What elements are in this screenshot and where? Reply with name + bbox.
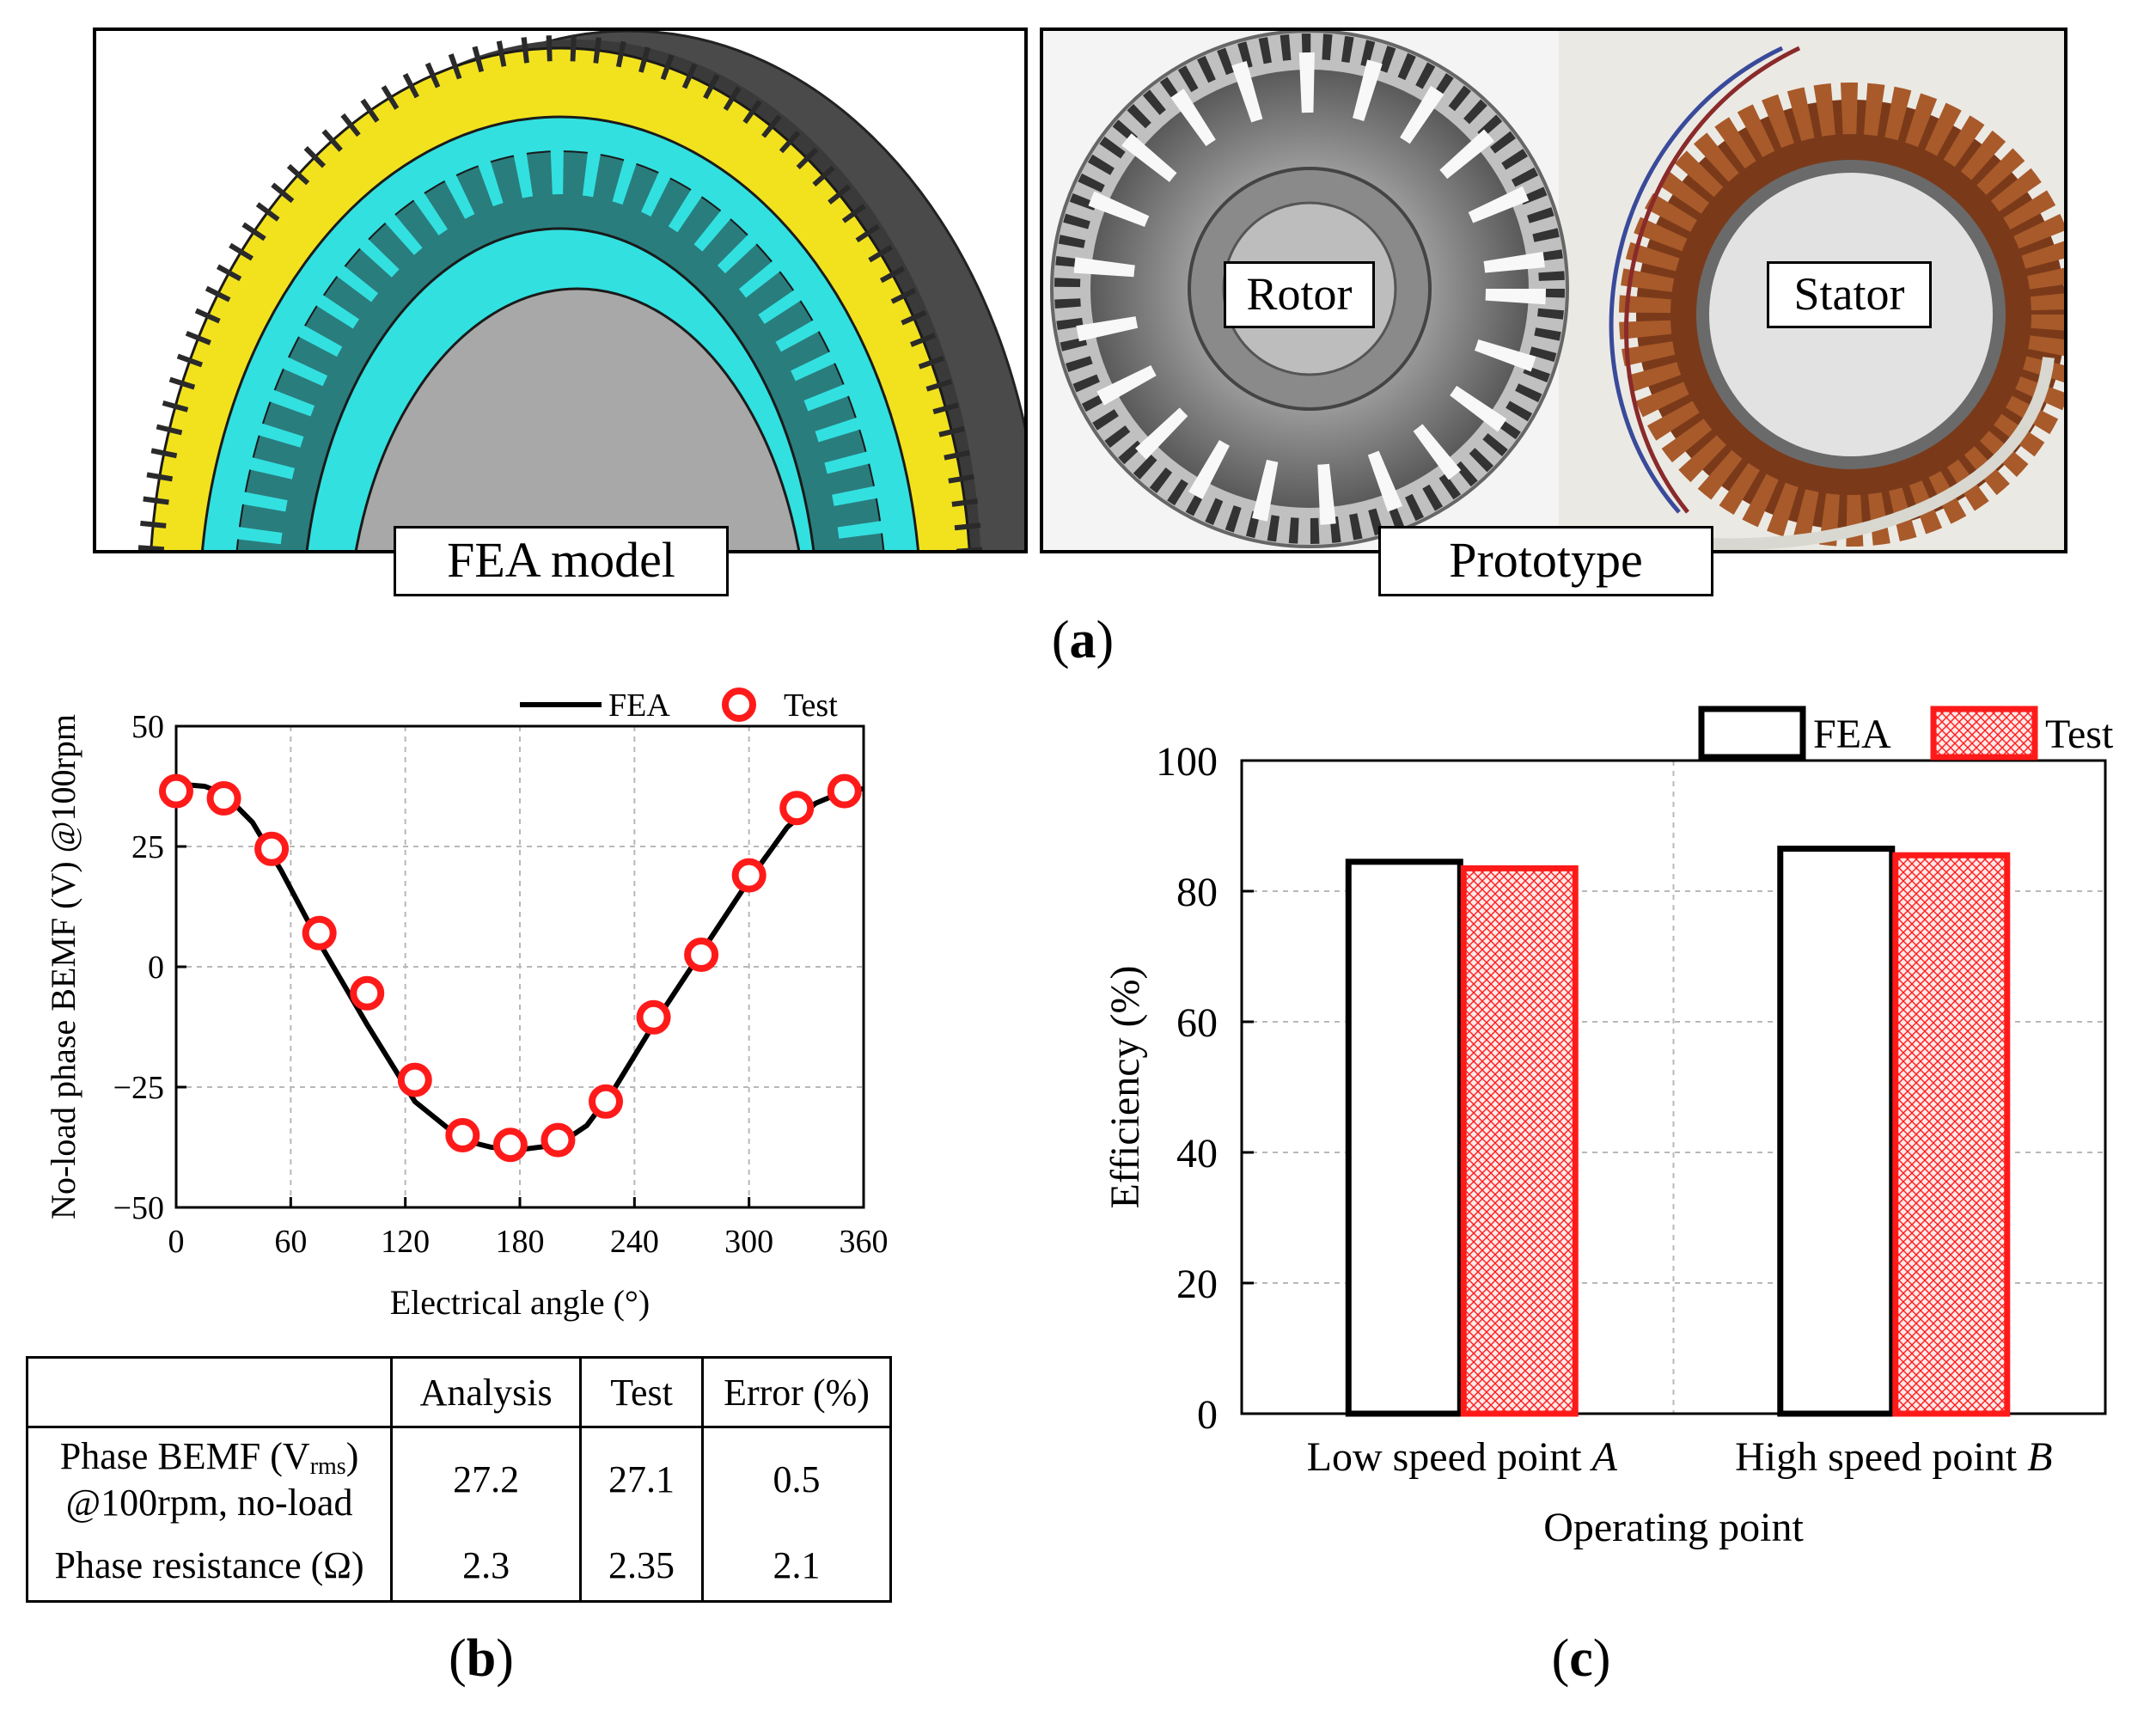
test-data-point [302,915,337,950]
legend-fea-swatch [1698,706,1806,761]
table-cell: 27.1 [579,1426,705,1530]
x-axis-label: Operating point [1543,1505,1804,1550]
y-tick-label: 60 [1176,1000,1218,1046]
rotor-tag: Rotor [1224,261,1375,328]
y-axis-label: Efficiency (%) [1102,966,1148,1209]
y-tick-label: 20 [1176,1262,1218,1307]
x-tick-label: 300 [724,1224,773,1260]
legend-test-label: Test [784,687,838,724]
legend-fea-label: FEA [608,687,670,724]
table-cell: 2.1 [701,1530,892,1603]
panel-b-label: (b) [449,1629,514,1688]
fea-bar [1345,859,1463,1417]
table-cell: 2.35 [579,1530,705,1603]
test-data-point [636,999,671,1035]
legend-test-swatch [722,687,756,722]
x-category-label: High speed point B [1735,1434,2052,1480]
test-bar [1460,865,1579,1417]
y-tick-label: 25 [131,829,164,865]
test-data-point [445,1118,480,1152]
x-axis-label: Electrical angle (°) [390,1283,650,1322]
table-header-cell: Error (%) [701,1356,892,1428]
y-tick-label: −25 [113,1070,164,1106]
x-tick-label: 60 [274,1224,307,1260]
y-axis-label: No-load phase BEMF (V) @100rpm [44,714,82,1219]
prototype-image [1043,31,2064,550]
stator-lead-wires [1609,46,1784,514]
inner-bore [354,287,801,550]
table-cell: 0.5 [701,1426,892,1530]
y-tick-label: −50 [113,1190,164,1226]
test-data-point [492,1127,528,1163]
y-tick-label: 80 [1176,870,1218,915]
y-tick-label: 40 [1176,1131,1218,1176]
table-row: Phase BEMF (Vrms) @100rpm, no-load 27.2 … [25,1426,892,1530]
y-tick-label: 50 [131,709,164,745]
table-row: Phase resistance (Ω) 2.3 2.35 2.1 [25,1530,892,1603]
bemf-line-chart: 0 60 120 180 240 300 360 −50 −25 0 25 50 Electrical … [44,687,889,1322]
test-data-point [206,781,241,816]
test-bar [1892,852,2011,1417]
x-tick-label: 360 [840,1224,889,1260]
table-header-cell: Test [579,1356,705,1428]
x-tick-label: 240 [610,1224,659,1260]
results-table: Analysis Test Error (%) Phase BEMF (Vrms… [25,1356,892,1603]
x-category-text: Low speed point [1307,1434,1592,1480]
x-tick-label: 120 [381,1224,430,1260]
test-data-point [684,938,719,972]
table-cell: 2.3 [390,1530,583,1603]
test-data-point [254,831,290,866]
y-tick-label: 0 [1197,1392,1218,1438]
x-category-text: High speed point [1735,1434,2027,1480]
x-tick-label: 180 [496,1224,545,1260]
test-data-point [350,975,385,1011]
test-data-point [541,1122,576,1158]
row-label-bemf: Phase BEMF (Vrms) @100rpm, no-load [25,1426,394,1530]
stator-tag: Stator [1767,261,1932,328]
x-category-italic: B [2027,1434,2052,1480]
row-label-resistance: Phase resistance (Ω) [25,1530,394,1603]
y-tick-label: 0 [148,950,164,986]
panel-a-label: (a) [1051,611,1115,669]
legend-fea-label: FEA [1813,712,1891,757]
legend-test-label: Test [2045,712,2114,757]
table-cell: 27.2 [390,1426,583,1530]
test-data-point [159,773,193,809]
test-data-point [779,791,815,826]
fea-model-caption: FEA model [394,526,729,596]
x-category-italic: A [1590,1434,1618,1480]
test-data-point [827,773,862,809]
legend-test-swatch [1930,706,2038,761]
fea-model-panel [93,27,1028,553]
x-category-label: Low speed point A [1307,1434,1618,1480]
table-header-cell [25,1356,394,1428]
panel-c-label: (c) [1551,1629,1611,1688]
fea-model-image [137,31,1024,550]
x-tick-label: 0 [168,1224,185,1260]
efficiency-bar-chart: 0 20 40 60 80 100 Low speed point A High speed … [1102,706,2114,1550]
prototype-caption: Prototype [1378,526,1713,596]
y-tick-label: 100 [1156,739,1218,785]
prototype-panel [1040,27,2067,553]
plot-frame [1240,759,2107,1415]
test-data-point [589,1084,623,1119]
fea-bar [1777,846,1896,1417]
table-header-cell: Analysis [390,1356,583,1428]
table-header-row: Analysis Test Error (%) [25,1356,892,1428]
test-data-point [731,858,767,893]
test-data-point [397,1062,432,1097]
